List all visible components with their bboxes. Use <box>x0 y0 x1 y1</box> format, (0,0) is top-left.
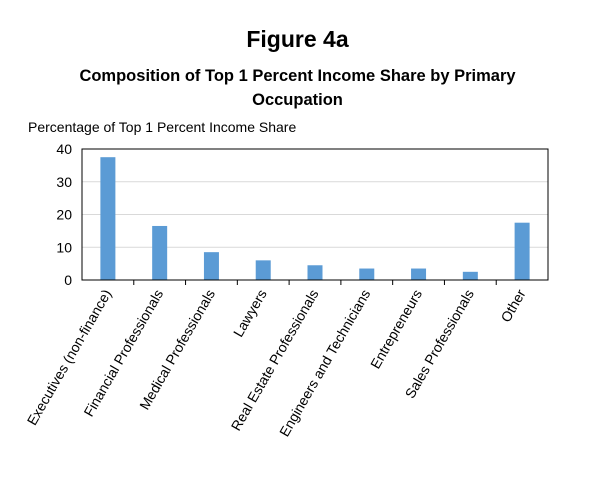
y-axis-ticks: 0 10 20 30 40 <box>56 141 72 288</box>
bar <box>255 260 271 280</box>
bar <box>100 157 116 280</box>
bar <box>203 252 219 280</box>
y-axis-label: Percentage of Top 1 Percent Income Share <box>28 119 297 135</box>
x-axis-ticks: Executives (non-finance)Financial Profes… <box>24 280 529 439</box>
gridlines <box>82 181 548 248</box>
x-tick-label: Engineers and Technicians <box>276 287 373 440</box>
x-tick-label: Real Estate Professionals <box>228 287 322 434</box>
y-tick-label: 20 <box>56 207 72 223</box>
y-tick-label: 0 <box>64 272 72 288</box>
x-tick-label: Other <box>497 286 529 325</box>
bar <box>152 225 168 280</box>
y-tick-label: 30 <box>56 174 72 190</box>
figure-label: Figure 4a <box>246 26 349 52</box>
bar <box>307 265 323 280</box>
x-tick-label: Lawyers <box>230 287 270 340</box>
bar <box>359 268 375 280</box>
bar <box>514 222 530 280</box>
chart-title: Composition of Top 1 Percent Income Shar… <box>79 67 516 109</box>
bar-series <box>100 157 530 280</box>
y-tick-label: 10 <box>56 239 72 255</box>
x-tick-label: Entrepreneurs <box>367 287 425 372</box>
y-tick-label: 40 <box>56 141 72 157</box>
plot-frame <box>81 148 549 281</box>
bar <box>411 268 427 280</box>
bar <box>462 271 478 280</box>
